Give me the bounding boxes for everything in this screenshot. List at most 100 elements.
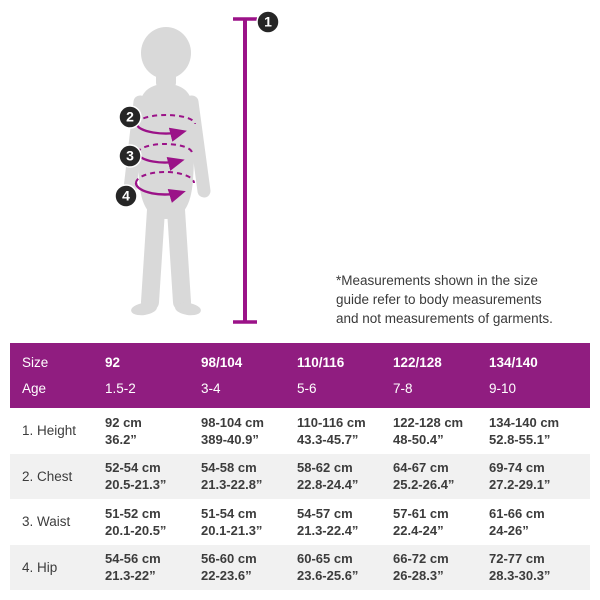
inch-value: 23.6-25.6” [297,568,359,584]
note-line: and not measurements of garments. [336,311,553,326]
cm-value: 58-62 cm [297,460,353,476]
cm-value: 57-61 cm [393,505,449,521]
cm-value: 60-65 cm [297,551,353,567]
table-row-waist: 3. Waist 51-52 cm 20.1-20.5” 51-54 cm 20… [10,499,590,545]
measurement-figure: 1 2 3 4 [114,10,280,324]
inch-value: 21.3-22” [105,568,156,584]
measurement-note: *Measurements shown in the size guide re… [336,271,571,328]
cm-value: 52-54 cm [105,460,161,476]
cm-value: 69-74 cm [489,460,545,476]
cm-value: 61-66 cm [489,505,545,521]
note-line: guide refer to body measurements [336,292,542,307]
inch-value: 43.3-45.7” [297,431,359,447]
measurement-cell: 54-58 cm 21.3-22.8” [201,459,297,493]
inch-value: 20.1-21.3” [201,522,263,538]
measurement-cell: 134-140 cm 52.8-55.1” [489,414,590,448]
measurement-cell: 98-104 cm 389-40.9” [201,414,297,448]
measurement-cell: 110-116 cm 43.3-45.7” [297,414,393,448]
row-label: 1. Height [22,423,77,439]
inch-value: 27.2-29.1” [489,477,551,493]
inch-value: 21.3-22.4” [297,522,359,538]
inch-value: 21.3-22.8” [201,477,263,493]
size-value: 98/104 [201,354,243,370]
measurement-cell: 56-60 cm 22-23.6” [201,550,297,584]
cm-value: 51-52 cm [105,505,161,521]
measurement-cell: 92 cm 36.2” [105,414,201,448]
age-value: 1.5-2 [105,380,136,396]
measurement-cell: 122-128 cm 48-50.4” [393,414,489,448]
age-value: 9-10 [489,380,517,396]
measurement-cell: 52-54 cm 20.5-21.3” [105,459,201,493]
row-label: 2. Chest [22,468,73,484]
marker-badge-2: 2 [118,105,142,129]
size-value: 134/140 [489,354,538,370]
inch-value: 52.8-55.1” [489,431,551,447]
table-header: Size 92 98/104 110/116 122/128 134/140 A… [10,343,590,408]
measurement-cell: 72-77 cm 28.3-30.3” [489,550,590,584]
measurement-cell: 57-61 cm 22.4-24” [393,505,489,539]
marker-number: 2 [126,109,134,125]
table-row-height: 1. Height 92 cm 36.2” 98-104 cm 389-40.9… [10,408,590,454]
size-value: 92 [105,354,121,370]
measurement-cell: 69-74 cm 27.2-29.1” [489,459,590,493]
age-value: 5-6 [297,380,317,396]
size-label: Size [22,354,49,370]
measurement-cell: 60-65 cm 23.6-25.6” [297,550,393,584]
table-row-chest: 2. Chest 52-54 cm 20.5-21.3” 54-58 cm 21… [10,453,590,499]
child-silhouette-icon [123,27,211,316]
table-body: 1. Height 92 cm 36.2” 98-104 cm 389-40.9… [10,408,590,590]
measurement-cell: 66-72 cm 26-28.3” [393,550,489,584]
age-value: 3-4 [201,380,221,396]
marker-badges: 1 2 3 4 [114,10,280,208]
marker-badge-4: 4 [114,184,138,208]
measurement-cell: 58-62 cm 22.8-24.4” [297,459,393,493]
cm-value: 72-77 cm [489,551,545,567]
size-row: Size 92 98/104 110/116 122/128 134/140 [10,349,590,375]
size-value: 110/116 [297,354,345,370]
table-row-hip: 4. Hip 54-56 cm 21.3-22” 56-60 cm 22-23.… [10,544,590,590]
measurement-cell: 64-67 cm 25.2-26.4” [393,459,489,493]
note-line: *Measurements shown in the size [336,273,538,288]
inch-value: 20.5-21.3” [105,477,167,493]
height-measure-line [233,17,257,324]
size-value: 122/128 [393,354,442,370]
cm-value: 56-60 cm [201,551,257,567]
measurement-cell: 51-54 cm 20.1-21.3” [201,505,297,539]
cm-value: 134-140 cm [489,414,560,430]
marker-number: 1 [264,14,272,30]
age-row: Age 1.5-2 3-4 5-6 7-8 9-10 [10,375,590,401]
row-label: 4. Hip [22,559,58,575]
inch-value: 36.2” [105,431,137,447]
age-label: Age [22,380,47,396]
cm-value: 122-128 cm [393,414,464,430]
marker-badge-3: 3 [118,144,142,168]
row-label: 3. Waist [22,514,71,530]
cm-value: 98-104 cm [201,414,264,430]
cm-value: 54-57 cm [297,505,353,521]
cm-value: 51-54 cm [201,505,257,521]
inch-value: 25.2-26.4” [393,477,455,493]
inch-value: 48-50.4” [393,431,444,447]
inch-value: 22-23.6” [201,568,252,584]
inch-value: 22.4-24” [393,522,444,538]
inch-value: 389-40.9” [201,431,259,447]
cm-value: 64-67 cm [393,460,449,476]
inch-value: 22.8-24.4” [297,477,359,493]
cm-value: 92 cm [105,414,142,430]
inch-value: 24-26” [489,522,529,538]
marker-number: 3 [126,148,134,164]
cm-value: 110-116 cm [297,414,366,430]
measurement-cell: 54-57 cm 21.3-22.4” [297,505,393,539]
size-table: Size 92 98/104 110/116 122/128 134/140 A… [10,343,590,590]
marker-badge-1: 1 [256,10,280,34]
measurement-cell: 51-52 cm 20.1-20.5” [105,505,201,539]
cm-value: 54-56 cm [105,551,161,567]
hip-measure-ellipse [134,171,195,203]
measurement-cell: 61-66 cm 24-26” [489,505,590,539]
inch-value: 26-28.3” [393,568,444,584]
inch-value: 28.3-30.3” [489,568,551,584]
cm-value: 54-58 cm [201,460,257,476]
measurement-cell: 54-56 cm 21.3-22” [105,550,201,584]
age-value: 7-8 [393,380,413,396]
